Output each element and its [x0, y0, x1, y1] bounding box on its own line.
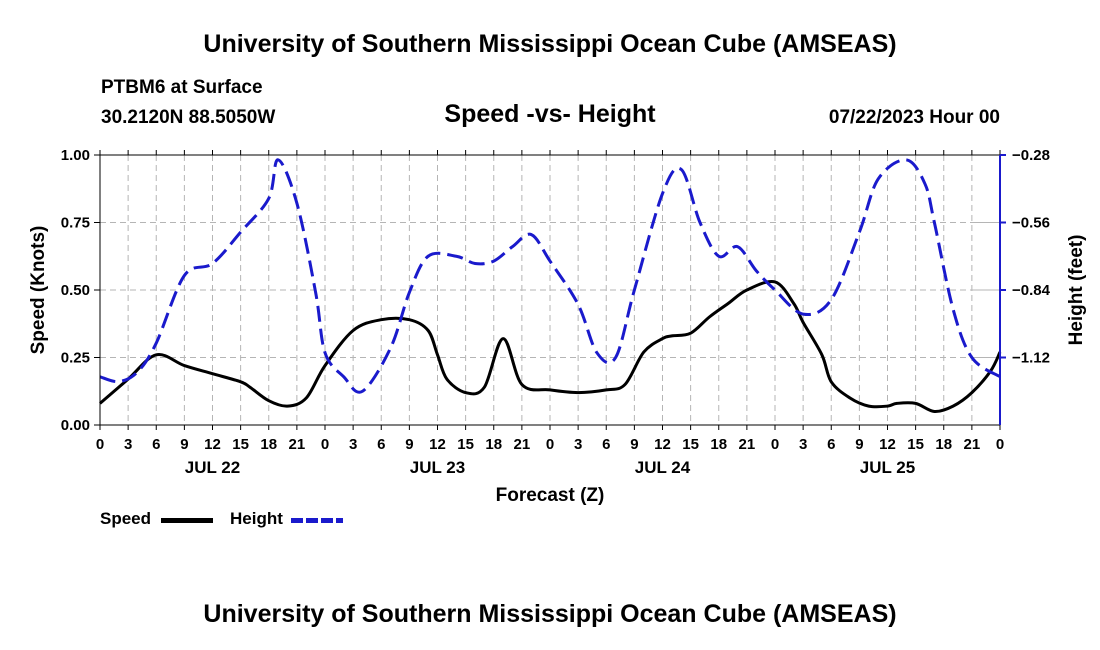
- x-axis-label: Forecast (Z): [496, 485, 605, 506]
- x-tick-label: 6: [377, 436, 385, 453]
- axes: 0 3 6 9 12 15 18 21 0 3 6 9 12 15 18 21 0 3 6 9 12 15 18 21 0 3 6 9…: [61, 147, 1051, 477]
- station-coordinates: 30.2120N 88.5050W: [101, 107, 276, 128]
- x-tick-label: 18: [485, 436, 502, 453]
- x-tick-label: 9: [630, 436, 638, 453]
- y-tick-label: 0.25: [61, 350, 90, 367]
- x-tick-label: 21: [964, 436, 981, 453]
- x-tick-label: 0: [771, 436, 779, 453]
- x-tick-label: 12: [654, 436, 671, 453]
- x-tick-label: 18: [260, 436, 277, 453]
- legend-height-swatch: [291, 518, 343, 523]
- y-axis-label: Speed (Knots): [28, 226, 49, 355]
- series-height-line: [99, 158, 1001, 394]
- y2-tick-label: −0.56: [1012, 215, 1050, 232]
- x-tick-label: 0: [321, 436, 329, 453]
- y2-axis-label: Height (feet): [1066, 235, 1087, 346]
- x-tick-label: 15: [682, 436, 699, 453]
- x-tick-label: 21: [289, 436, 306, 453]
- station-name: PTBM6 at Surface: [101, 77, 263, 98]
- x-tick-label: 3: [574, 436, 582, 453]
- x-tick-label: 15: [457, 436, 474, 453]
- x-tick-label: 15: [907, 436, 924, 453]
- series-layer: [99, 158, 1002, 414]
- y-tick-label: 0.75: [61, 215, 90, 232]
- x-tick-label: 6: [602, 436, 610, 453]
- y2-tick-label: −0.84: [1012, 282, 1051, 299]
- x-tick-label: 3: [124, 436, 132, 453]
- x-tick-label: 9: [855, 436, 863, 453]
- x-tick-label: 21: [739, 436, 756, 453]
- x-tick-label: 0: [546, 436, 554, 453]
- x-tick-label: 18: [710, 436, 727, 453]
- page-footer-title: University of Southern Mississippi Ocean…: [203, 600, 897, 628]
- day-label: JUL 23: [410, 458, 465, 477]
- legend-speed-swatch: [161, 518, 213, 523]
- y2-tick-label: −1.12: [1012, 350, 1050, 367]
- x-tick-label: 18: [935, 436, 952, 453]
- y-tick-label: 1.00: [61, 147, 90, 164]
- forecast-date: 07/22/2023 Hour 00: [828, 107, 1000, 128]
- grid: [100, 154, 1006, 425]
- legend-speed-label: Speed: [100, 509, 152, 528]
- x-tick-label: 9: [405, 436, 413, 453]
- y-tick-label: 0.50: [61, 282, 90, 299]
- x-tick-label: 3: [799, 436, 807, 453]
- x-tick-label: 12: [204, 436, 221, 453]
- day-label: JUL 24: [635, 458, 691, 477]
- x-tick-label: 12: [879, 436, 896, 453]
- x-tick-label: 21: [514, 436, 531, 453]
- x-tick-label: 0: [996, 436, 1004, 453]
- x-tick-label: 6: [152, 436, 160, 453]
- x-tick-label: 9: [180, 436, 188, 453]
- x-tick-label: 6: [827, 436, 835, 453]
- day-label: JUL 25: [860, 458, 915, 477]
- series-speed-line: [99, 279, 1002, 414]
- plot-title: Speed -vs- Height: [444, 100, 656, 128]
- y-tick-label: 0.00: [61, 417, 90, 434]
- x-tick-label: 15: [232, 436, 249, 453]
- page-title: University of Southern Mississippi Ocean…: [203, 30, 897, 58]
- x-tick-label: 3: [349, 436, 357, 453]
- x-tick-label: 12: [429, 436, 446, 453]
- legend-height-label: Height: [230, 509, 283, 528]
- day-label: JUL 22: [185, 458, 240, 477]
- y2-tick-label: −0.28: [1012, 147, 1050, 164]
- x-tick-label: 0: [96, 436, 104, 453]
